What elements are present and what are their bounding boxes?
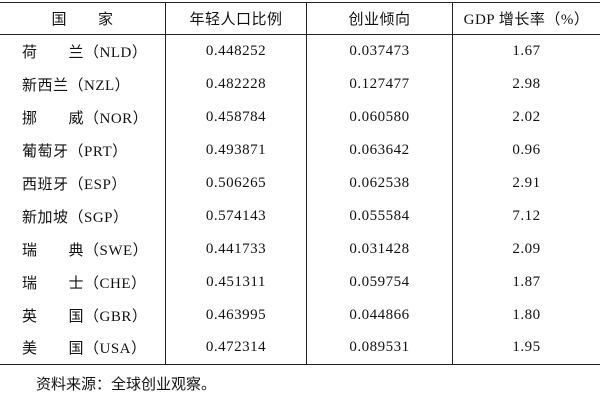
country-cell: 英 国（GBR） bbox=[22, 308, 148, 325]
value-cell: 0.044866 bbox=[306, 298, 453, 332]
value-cell: 0.458784 bbox=[165, 100, 307, 134]
column-header: 国 家 bbox=[51, 12, 114, 28]
value-cell: 0.463995 bbox=[165, 298, 307, 332]
value-cell: 0.482228 bbox=[165, 67, 307, 101]
table-row: 瑞 士（CHE） 0.451311 0.059754 1.87 bbox=[0, 265, 600, 299]
value-cell: 0.441733 bbox=[165, 232, 307, 266]
country-cell: 瑞 士（CHE） bbox=[22, 275, 147, 292]
column-header: 年轻人口比例 bbox=[165, 2, 307, 35]
value-cell: 0.448252 bbox=[165, 34, 307, 68]
table-row: 新加坡（SGP） 0.574143 0.055584 7.12 bbox=[0, 199, 600, 233]
table-row: 葡萄牙（PRT） 0.493871 0.063642 0.96 bbox=[0, 133, 600, 167]
value-cell: 1.80 bbox=[452, 298, 600, 332]
value-cell: 0.96 bbox=[452, 133, 600, 167]
value-cell: 0.506265 bbox=[165, 166, 307, 200]
country-cell: 挪 威（NOR） bbox=[22, 110, 149, 127]
source-note: 资料来源：全球创业观察。 bbox=[36, 377, 217, 393]
table-row: 荷 兰（NLD） 0.448252 0.037473 1.67 bbox=[0, 34, 600, 68]
value-cell: 0.060580 bbox=[306, 100, 453, 134]
value-cell: 0.574143 bbox=[165, 199, 307, 233]
value-cell: 0.037473 bbox=[306, 34, 453, 68]
value-cell: 2.91 bbox=[452, 166, 600, 200]
country-cell: 瑞 典（SWE） bbox=[22, 242, 149, 259]
country-cell: 新西兰（NZL） bbox=[22, 77, 131, 94]
value-cell: 0.055584 bbox=[306, 199, 453, 233]
data-table: 国 家 年轻人口比例 创业倾向 GDP 增长率（%） 荷 兰（NLD） 0.448252… bbox=[0, 2, 600, 365]
value-cell: 0.089531 bbox=[306, 331, 453, 365]
value-cell: 0.451311 bbox=[165, 265, 307, 299]
country-cell: 西班牙（ESP） bbox=[22, 176, 127, 193]
value-cell: 1.67 bbox=[452, 34, 600, 68]
country-cell: 美 国（USA） bbox=[22, 341, 147, 358]
table-row: 美 国（USA） 0.472314 0.089531 1.95 bbox=[0, 331, 600, 365]
value-cell: 0.059754 bbox=[306, 265, 453, 299]
table-row: 英 国（GBR） 0.463995 0.044866 1.80 bbox=[0, 298, 600, 332]
value-cell: 2.98 bbox=[452, 67, 600, 101]
value-cell: 0.031428 bbox=[306, 232, 453, 266]
value-cell: 1.87 bbox=[452, 265, 600, 299]
table-row: 挪 威（NOR） 0.458784 0.060580 2.02 bbox=[0, 100, 600, 134]
country-cell: 葡萄牙（PRT） bbox=[22, 143, 128, 160]
header-row: 国 家 年轻人口比例 创业倾向 GDP 增长率（%） bbox=[0, 2, 600, 35]
value-cell: 2.09 bbox=[452, 232, 600, 266]
country-cell: 荷 兰（NLD） bbox=[22, 44, 148, 61]
table-row: 瑞 典（SWE） 0.441733 0.031428 2.09 bbox=[0, 232, 600, 266]
value-cell: 0.493871 bbox=[165, 133, 307, 167]
value-cell: 0.063642 bbox=[306, 133, 453, 167]
value-cell: 0.062538 bbox=[306, 166, 453, 200]
value-cell: 1.95 bbox=[452, 331, 600, 365]
country-cell: 新加坡（SGP） bbox=[22, 209, 129, 226]
table-row: 西班牙（ESP） 0.506265 0.062538 2.91 bbox=[0, 166, 600, 200]
column-header: 创业倾向 bbox=[306, 2, 453, 35]
value-cell: 0.472314 bbox=[165, 331, 307, 365]
column-header: GDP 增长率（%） bbox=[452, 2, 600, 35]
table-row: 新西兰（NZL） 0.482228 0.127477 2.98 bbox=[0, 67, 600, 101]
value-cell: 0.127477 bbox=[306, 67, 453, 101]
table-body: 荷 兰（NLD） 0.448252 0.037473 1.67 新西兰（NZL） 0.48… bbox=[0, 34, 600, 365]
value-cell: 7.12 bbox=[452, 199, 600, 233]
table-header: 国 家 年轻人口比例 创业倾向 GDP 增长率（%） bbox=[0, 2, 600, 35]
value-cell: 2.02 bbox=[452, 100, 600, 134]
